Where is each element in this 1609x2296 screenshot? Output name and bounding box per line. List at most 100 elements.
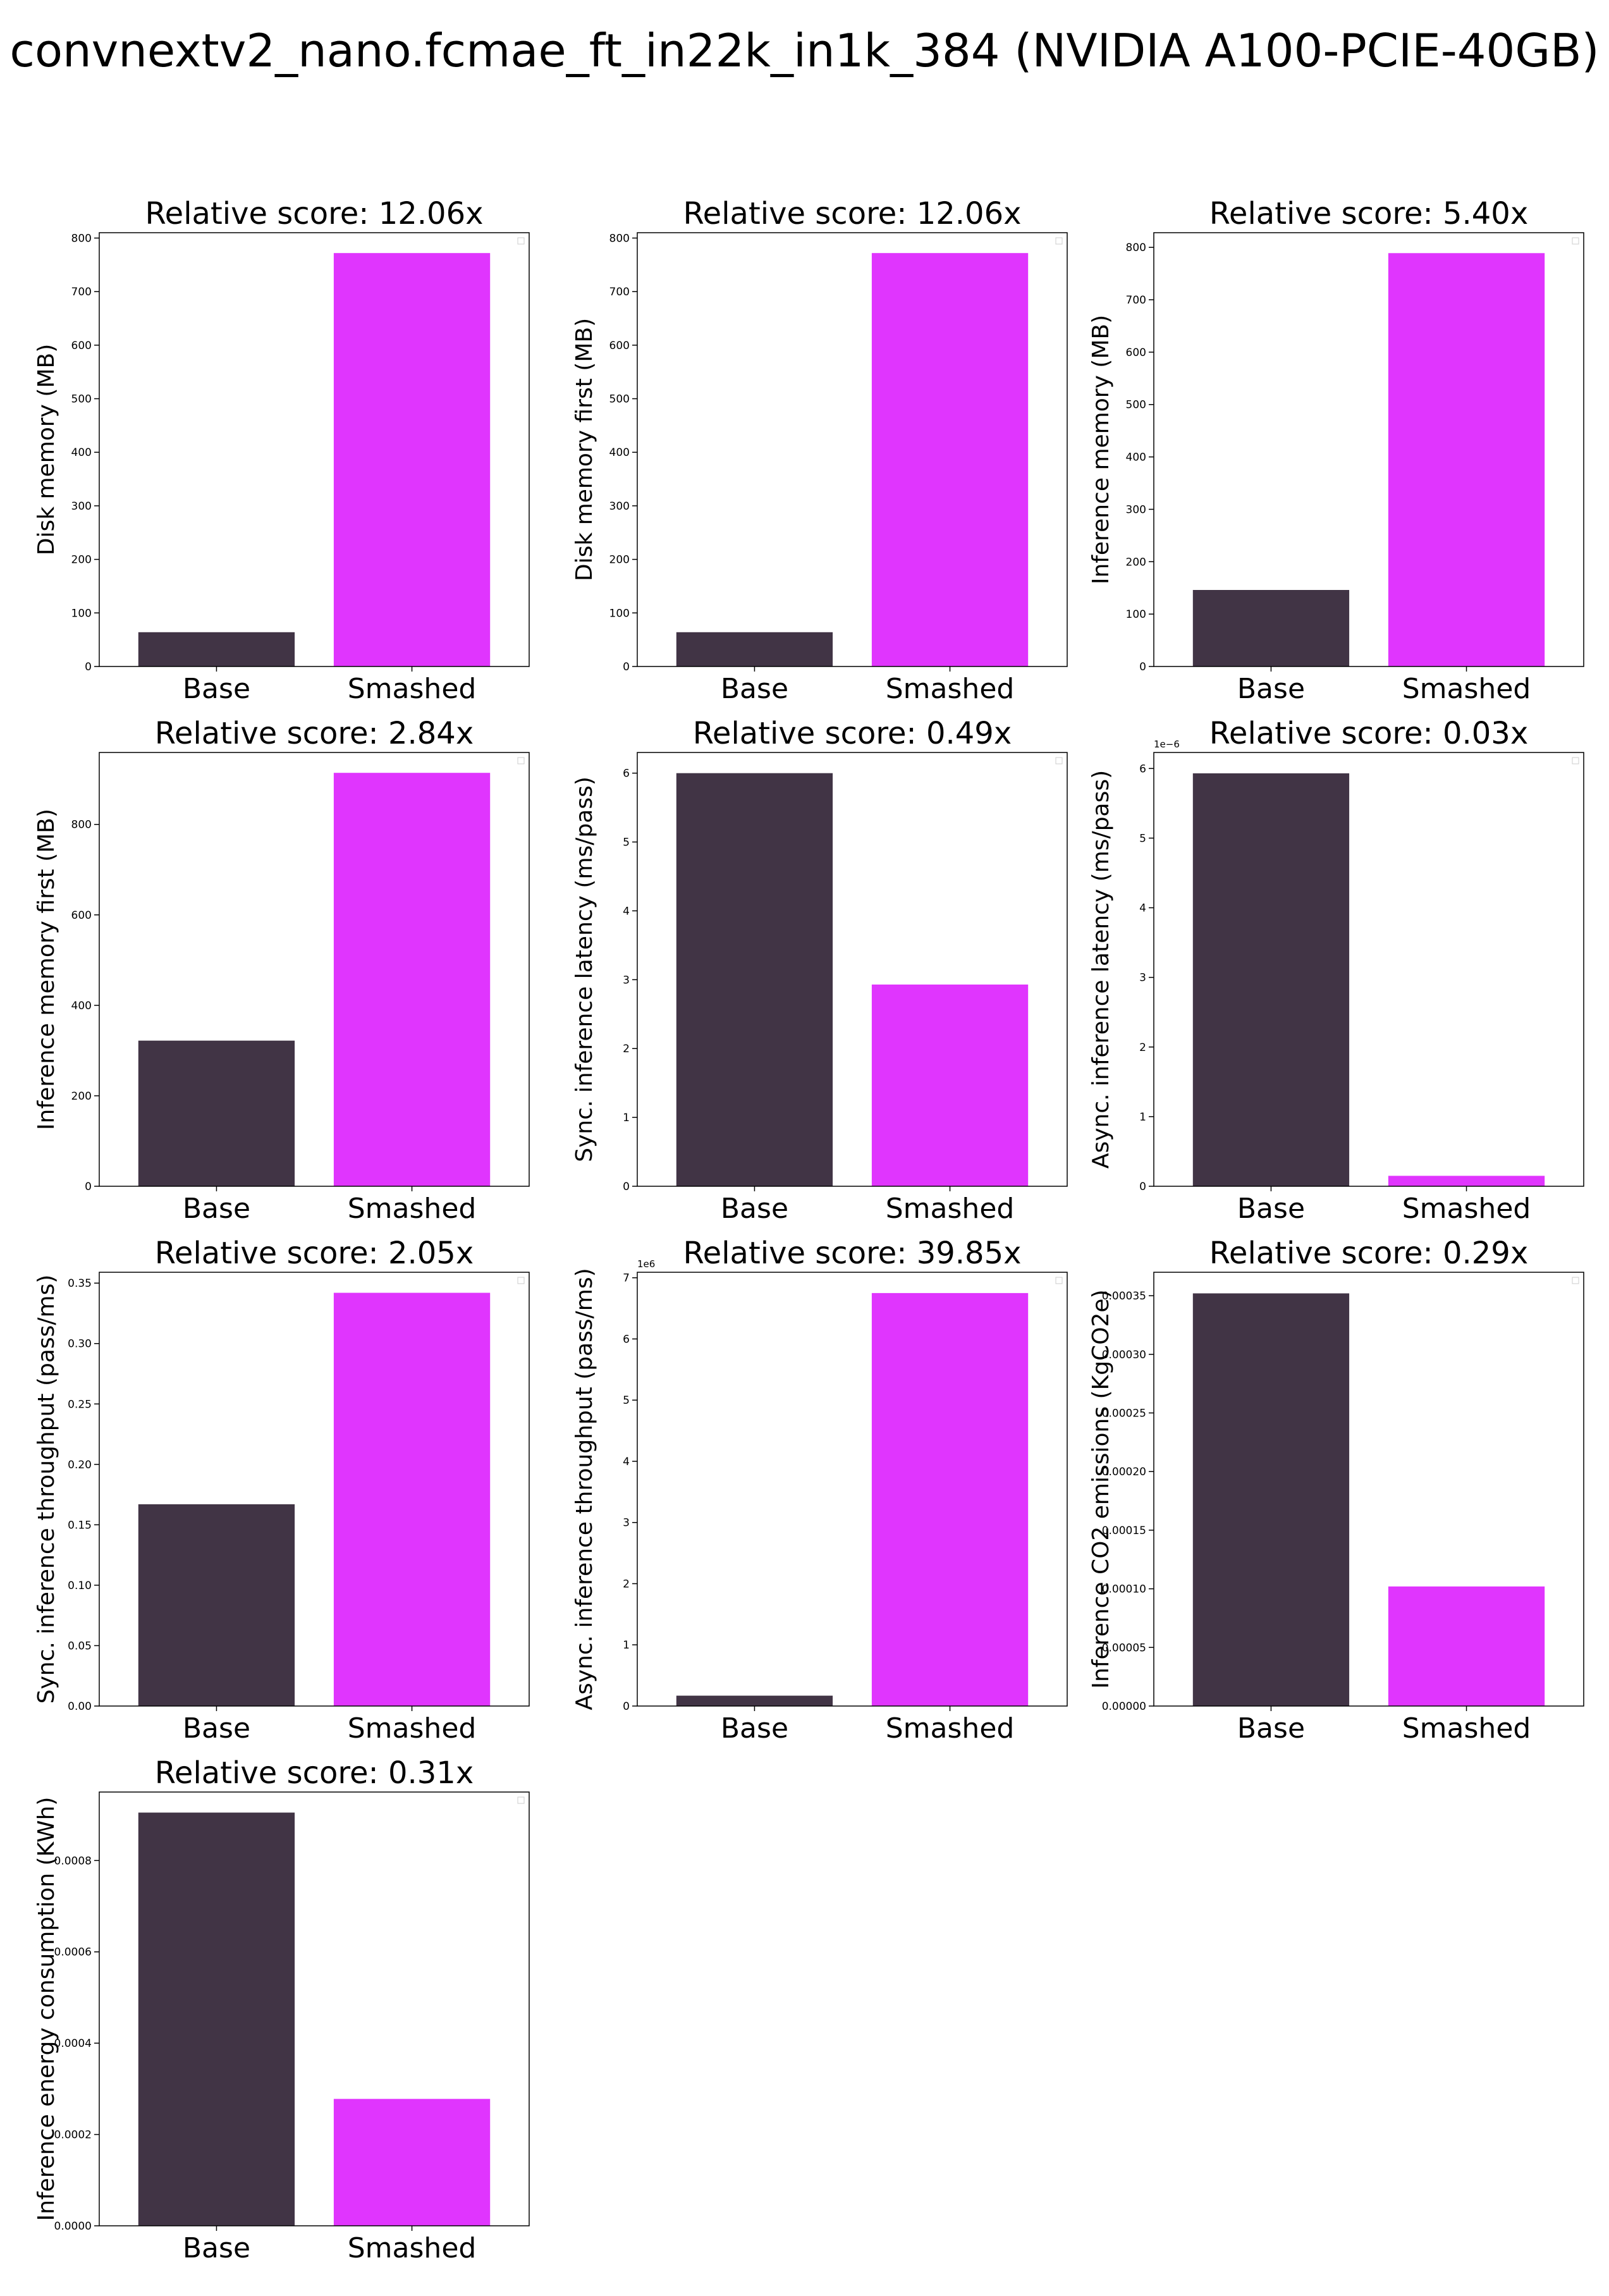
- plot-frame: [1153, 1272, 1584, 1707]
- bar-smashed: [333, 1292, 491, 1706]
- y-tick-label: 500: [1126, 399, 1146, 412]
- chart-title: Relative score: 39.85x: [683, 1236, 1021, 1271]
- y-offset-label: 1e−6: [1154, 739, 1180, 750]
- empty-legend: [1055, 1277, 1063, 1284]
- x-tick-label: Base: [183, 1193, 250, 1225]
- y-tick-label: 0: [85, 661, 92, 673]
- y-tick-label: 800: [609, 232, 630, 245]
- chart-panel-4: Base Smashed 0 200 400 600 800 Relative score: …: [34, 716, 530, 1225]
- y-tick-label: 700: [1126, 294, 1146, 307]
- bar-smashed: [871, 253, 1029, 666]
- chart-title: Relative score: 12.06x: [145, 196, 483, 231]
- y-tick-label: 500: [71, 393, 92, 406]
- y-axis-label: Async. inference latency (ms/pass): [1088, 770, 1114, 1169]
- y-tick-label: 200: [609, 554, 630, 567]
- x-tick-label: Smashed: [1402, 673, 1531, 705]
- y-tick-label: 3: [1139, 972, 1146, 985]
- y-tick-label: 1: [623, 1112, 630, 1124]
- plot-frame: [637, 752, 1068, 1187]
- y-tick-label: 0: [1139, 1181, 1146, 1193]
- y-tick-label: 3: [623, 974, 630, 986]
- bar-base: [1192, 590, 1350, 666]
- y-tick-label: 0.00005: [1102, 1642, 1146, 1654]
- y-axis-label: Inference CO2 emissions (KgCO2e): [1088, 1289, 1114, 1688]
- bar-base: [138, 1812, 295, 2226]
- y-tick-label: 5: [623, 837, 630, 849]
- y-tick-label: 6: [623, 1333, 630, 1346]
- chart-panel-7: Base Smashed 0.00 0.05 0.10 0.15 0.20 0.25 0.30 0…: [34, 1236, 530, 1745]
- bar-smashed: [1388, 1586, 1545, 1706]
- y-tick-label: 800: [71, 232, 92, 245]
- y-axis-label: Disk memory (MB): [34, 344, 59, 555]
- bar-smashed: [871, 1292, 1029, 1706]
- bar-base: [676, 773, 833, 1186]
- y-tick-label: 0: [85, 1181, 92, 1193]
- bar-smashed: [1388, 1176, 1545, 1186]
- x-tick-label: Smashed: [348, 1712, 477, 1745]
- y-tick-label: 0: [623, 1700, 630, 1713]
- empty-legend: [1572, 1277, 1579, 1284]
- y-tick-label: 5: [1139, 832, 1146, 845]
- empty-legend: [517, 1796, 525, 1804]
- y-tick-label: 0.00030: [1102, 1349, 1146, 1361]
- y-tick-label: 300: [609, 500, 630, 513]
- y-axis-label: Inference memory (MB): [1088, 315, 1114, 584]
- x-tick-label: Base: [183, 2232, 250, 2264]
- y-tick-label: 800: [71, 819, 92, 832]
- plot-frame: [637, 1272, 1068, 1707]
- y-axis-label: Inference energy consumption (KWh): [34, 1797, 59, 2221]
- y-tick-label: 2: [1139, 1041, 1146, 1054]
- y-tick-label: 0.00000: [1102, 1700, 1146, 1713]
- bar-base: [676, 632, 833, 666]
- y-tick-label: 200: [1126, 556, 1146, 568]
- y-tick-label: 700: [71, 286, 92, 298]
- y-tick-label: 4: [1139, 902, 1146, 915]
- y-tick-label: 200: [71, 554, 92, 567]
- bar-smashed: [871, 985, 1029, 1186]
- chart-panel-3: Base Smashed 0 100 200 300 400 500 600 700 800 Rela…: [1088, 196, 1584, 705]
- y-tick-label: 0.00035: [1102, 1290, 1146, 1303]
- plot-frame: [99, 1272, 530, 1707]
- y-tick-label: 4: [623, 905, 630, 918]
- y-tick-label: 600: [71, 340, 92, 352]
- empty-legend: [517, 1277, 525, 1284]
- y-tick-label: 400: [71, 446, 92, 459]
- x-tick-label: Base: [721, 673, 788, 705]
- bar-base: [676, 1695, 833, 1706]
- y-tick-label: 0.0006: [54, 1946, 92, 1959]
- y-tick-label: 100: [609, 607, 630, 620]
- empty-legend: [1055, 757, 1063, 764]
- y-tick-label: 300: [71, 500, 92, 513]
- chart-title: Relative score: 0.03x: [1209, 716, 1529, 751]
- chart-title: Relative score: 0.29x: [1209, 1236, 1529, 1271]
- y-tick-label: 4: [623, 1456, 630, 1468]
- x-tick-label: Smashed: [886, 1193, 1015, 1225]
- x-tick-label: Smashed: [1402, 1712, 1531, 1745]
- chart-title: Relative score: 0.31x: [155, 1755, 474, 1791]
- chart-panel-6: Base Smashed 0 1 2 3 4 5 6 1e−6 Relative score: 0.…: [1088, 716, 1584, 1225]
- bar-smashed: [1388, 253, 1545, 666]
- plot-frame: [1153, 232, 1584, 667]
- y-tick-label: 0.0004: [54, 2037, 92, 2050]
- y-tick-label: 600: [71, 909, 92, 922]
- chart-panel-10: Base Smashed 0.0000 0.0002 0.0004 0.0006 0.000…: [34, 1755, 530, 2264]
- y-offset-label: 1e6: [637, 1258, 655, 1270]
- y-tick-label: 800: [1126, 242, 1146, 254]
- y-tick-label: 0.35: [68, 1277, 92, 1290]
- x-tick-label: Base: [183, 1712, 250, 1745]
- bar-base: [138, 632, 295, 666]
- y-axis-label: Disk memory first (MB): [572, 318, 597, 581]
- y-axis-label: Sync. inference latency (ms/pass): [572, 777, 597, 1162]
- y-tick-label: 2: [623, 1043, 630, 1055]
- empty-legend: [517, 757, 525, 764]
- plot-frame: [637, 232, 1068, 667]
- bar-base: [1192, 1293, 1350, 1706]
- y-tick-label: 1: [623, 1639, 630, 1652]
- y-tick-label: 0.0008: [54, 1855, 92, 1867]
- y-axis-label: Inference memory first (MB): [34, 809, 59, 1130]
- x-tick-label: Smashed: [886, 673, 1015, 705]
- y-tick-label: 0.00010: [1102, 1583, 1146, 1596]
- y-tick-label: 2: [623, 1578, 630, 1590]
- y-tick-label: 6: [623, 768, 630, 780]
